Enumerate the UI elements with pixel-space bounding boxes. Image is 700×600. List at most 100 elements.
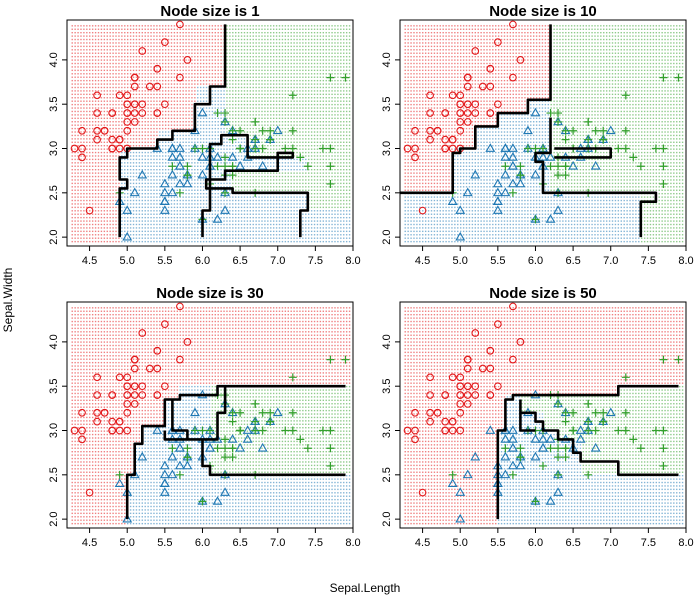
grid-cell — [177, 227, 178, 228]
grid-cell — [296, 90, 297, 91]
grid-cell — [92, 80, 93, 81]
grid-cell — [267, 90, 268, 91]
grid-cell — [218, 90, 219, 91]
grid-cell — [174, 73, 175, 74]
grid-cell — [250, 53, 251, 54]
grid-cell — [285, 104, 286, 105]
grid-cell — [168, 118, 169, 119]
grid-cell — [206, 35, 207, 36]
grid-cell — [171, 63, 172, 64]
grid-cell — [255, 238, 256, 239]
grid-cell — [197, 162, 198, 163]
grid-cell — [215, 73, 216, 74]
grid-cell — [174, 46, 175, 47]
grid-cell — [118, 32, 119, 33]
grid-cell — [253, 227, 254, 228]
grid-cell — [264, 145, 265, 146]
grid-cell — [145, 80, 146, 81]
grid-cell — [191, 94, 192, 95]
grid-cell — [212, 42, 213, 43]
grid-cell — [150, 220, 151, 221]
grid-cell — [80, 73, 81, 74]
grid-cell — [206, 131, 207, 132]
grid-cell — [267, 53, 268, 54]
grid-cell — [215, 94, 216, 95]
grid-cell — [145, 220, 146, 221]
grid-cell — [147, 53, 148, 54]
grid-cell — [101, 183, 102, 184]
grid-cell — [258, 224, 259, 225]
grid-cell — [223, 107, 224, 108]
grid-cell — [159, 53, 160, 54]
grid-cell — [264, 176, 265, 177]
grid-cell — [180, 39, 181, 40]
grid-cell — [145, 128, 146, 129]
grid-cell — [171, 234, 172, 235]
grid-cell — [109, 200, 110, 201]
grid-cell — [282, 128, 283, 129]
grid-cell — [276, 196, 277, 197]
grid-cell — [185, 231, 186, 232]
grid-cell — [174, 56, 175, 57]
grid-cell — [258, 207, 259, 208]
grid-cell — [235, 118, 236, 119]
grid-cell — [98, 25, 99, 26]
grid-cell — [293, 234, 294, 235]
grid-cell — [121, 159, 122, 160]
grid-cell — [206, 56, 207, 57]
grid-cell — [282, 227, 283, 228]
grid-cell — [72, 111, 73, 112]
grid-cell — [273, 241, 274, 242]
grid-cell — [200, 135, 201, 136]
grid-cell — [98, 100, 99, 101]
grid-cell — [177, 203, 178, 204]
grid-cell — [244, 196, 245, 197]
grid-cell — [290, 66, 291, 67]
grid-cell — [235, 121, 236, 122]
grid-cell — [98, 90, 99, 91]
grid-cell — [98, 155, 99, 156]
grid-cell — [112, 227, 113, 228]
grid-cell — [150, 186, 151, 187]
grid-cell — [209, 238, 210, 239]
grid-cell — [153, 162, 154, 163]
grid-cell — [270, 80, 271, 81]
grid-cell — [136, 29, 137, 30]
grid-cell — [104, 186, 105, 187]
grid-cell — [174, 231, 175, 232]
grid-cell — [223, 220, 224, 221]
grid-cell — [209, 241, 210, 242]
grid-cell — [279, 66, 280, 67]
grid-cell — [104, 107, 105, 108]
grid-cell — [194, 42, 195, 43]
grid-cell — [121, 135, 122, 136]
grid-cell — [296, 46, 297, 47]
grid-cell — [253, 234, 254, 235]
grid-cell — [244, 87, 245, 88]
grid-cell — [133, 97, 134, 98]
grid-cell — [80, 100, 81, 101]
grid-cell — [162, 217, 163, 218]
grid-cell — [279, 220, 280, 221]
grid-cell — [109, 234, 110, 235]
grid-cell — [139, 42, 140, 43]
grid-cell — [150, 90, 151, 91]
grid-cell — [153, 100, 154, 101]
grid-cell — [212, 172, 213, 173]
grid-cell — [136, 90, 137, 91]
grid-cell — [290, 25, 291, 26]
grid-cell — [212, 224, 213, 225]
grid-cell — [182, 210, 183, 211]
grid-cell — [247, 70, 248, 71]
grid-cell — [101, 159, 102, 160]
grid-cell — [235, 80, 236, 81]
grid-cell — [150, 124, 151, 125]
grid-cell — [182, 111, 183, 112]
grid-cell — [109, 70, 110, 71]
grid-cell — [145, 162, 146, 163]
grid-cell — [171, 90, 172, 91]
grid-cell — [86, 135, 87, 136]
grid-cell — [124, 241, 125, 242]
grid-cell — [72, 66, 73, 67]
grid-cell — [127, 49, 128, 50]
